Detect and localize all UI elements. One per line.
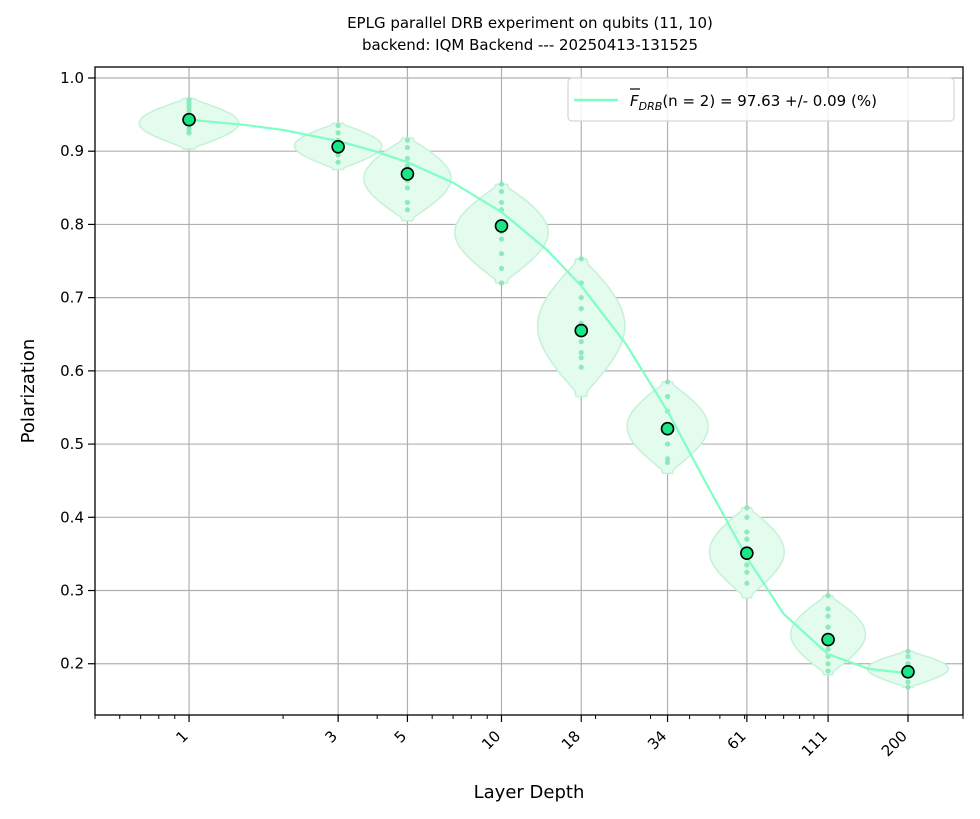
sample-point	[905, 661, 911, 667]
mean-point	[821, 632, 835, 647]
y-tick-label: 0.5	[60, 435, 84, 453]
sample-point	[825, 624, 831, 630]
sample-point	[664, 393, 671, 400]
sample-point	[578, 364, 584, 370]
sample-point	[825, 646, 831, 652]
y-tick-label: 0.9	[60, 142, 84, 160]
legend: FDRB(n = 2) = 97.63 +/- 0.09 (%)	[567, 77, 955, 122]
mean-point	[901, 664, 915, 679]
x-axis-label: Layer Depth	[474, 782, 585, 803]
sample-point	[825, 613, 831, 619]
sample-point	[905, 679, 911, 685]
sample-point	[825, 593, 831, 599]
sample-point	[578, 295, 584, 301]
y-axis-label: Polarization	[18, 339, 39, 444]
sample-point	[186, 104, 192, 110]
mean-point	[400, 167, 415, 181]
x-tick-label: 18	[558, 727, 584, 753]
sample-point	[744, 505, 750, 511]
sample-point	[404, 199, 411, 206]
sample-point	[664, 456, 671, 462]
sample-point	[186, 101, 192, 107]
chart-title-line1: EPLG parallel DRB experiment on qubits (…	[347, 14, 713, 32]
sample-point	[905, 684, 911, 690]
sample-point	[578, 349, 584, 356]
legend-label: FDRB(n = 2) = 97.63 +/- 0.09 (%)	[630, 92, 877, 113]
sample-point	[578, 338, 584, 345]
sample-point	[335, 130, 341, 136]
y-tick-label: 1.0	[60, 69, 84, 87]
y-tick-label: 0.3	[60, 582, 84, 600]
legend-box	[567, 77, 955, 122]
x-tick-label: 61	[723, 727, 749, 753]
sample-point	[335, 122, 341, 129]
mean-point	[740, 546, 754, 560]
mean-point	[660, 421, 675, 436]
sample-point	[905, 648, 911, 654]
x-tick-label: 111	[798, 727, 831, 760]
x-tick-label: 5	[391, 727, 410, 746]
sample-point	[825, 606, 831, 612]
sample-point	[186, 126, 192, 132]
sample-point	[404, 137, 411, 143]
y-tick-label: 0.6	[60, 362, 84, 380]
fit-curve	[188, 118, 909, 675]
x-tick-label: 200	[878, 727, 911, 760]
sample-point	[498, 280, 505, 286]
sample-point	[744, 529, 750, 535]
x-tick-label: 34	[644, 727, 670, 753]
fit-line-layer	[188, 118, 909, 675]
sample-point	[744, 514, 750, 520]
sample-point	[578, 306, 584, 312]
sample-point	[664, 459, 671, 465]
plot-frame	[94, 66, 964, 716]
mean-point	[574, 323, 589, 338]
sample-point	[825, 668, 831, 674]
sample-point	[744, 562, 750, 568]
sample-point	[335, 159, 341, 165]
sample-point	[404, 185, 411, 191]
x-tick-label: 1	[172, 727, 191, 746]
mean-point	[331, 140, 345, 154]
sample-point	[498, 188, 505, 195]
sample-point	[578, 355, 584, 361]
sample-point	[498, 199, 505, 206]
marker-layer	[182, 112, 915, 679]
sample-point	[186, 130, 192, 136]
sample-point	[744, 580, 750, 586]
sample-point	[578, 256, 584, 262]
sample-point	[404, 207, 411, 213]
sample-point	[498, 181, 505, 187]
sample-point	[404, 144, 411, 151]
sample-point	[335, 152, 341, 158]
sample-point	[498, 236, 505, 242]
violin-layer	[138, 97, 950, 690]
chart-title-line2: backend: IQM Backend --- 20250413-131525	[361, 36, 699, 54]
x-tick-label: 3	[321, 727, 340, 746]
sample-point	[664, 441, 671, 447]
mean-point	[494, 219, 509, 233]
y-tick-label: 0.7	[60, 289, 84, 307]
sample-point	[186, 97, 192, 103]
sample-point	[744, 536, 750, 542]
sample-point	[744, 569, 750, 575]
mean-point	[182, 112, 196, 127]
sample-point	[498, 265, 505, 271]
y-tick-label: 0.8	[60, 215, 84, 233]
sample-point	[404, 163, 411, 169]
sample-point	[498, 251, 505, 257]
sample-point	[186, 108, 192, 114]
sample-point	[664, 379, 671, 385]
sample-point	[905, 653, 911, 660]
x-tick-label: 10	[478, 727, 504, 753]
y-tick-label: 0.4	[60, 508, 84, 526]
sample-point	[404, 155, 411, 162]
sample-point	[825, 661, 831, 667]
y-tick-label: 0.2	[60, 655, 84, 673]
